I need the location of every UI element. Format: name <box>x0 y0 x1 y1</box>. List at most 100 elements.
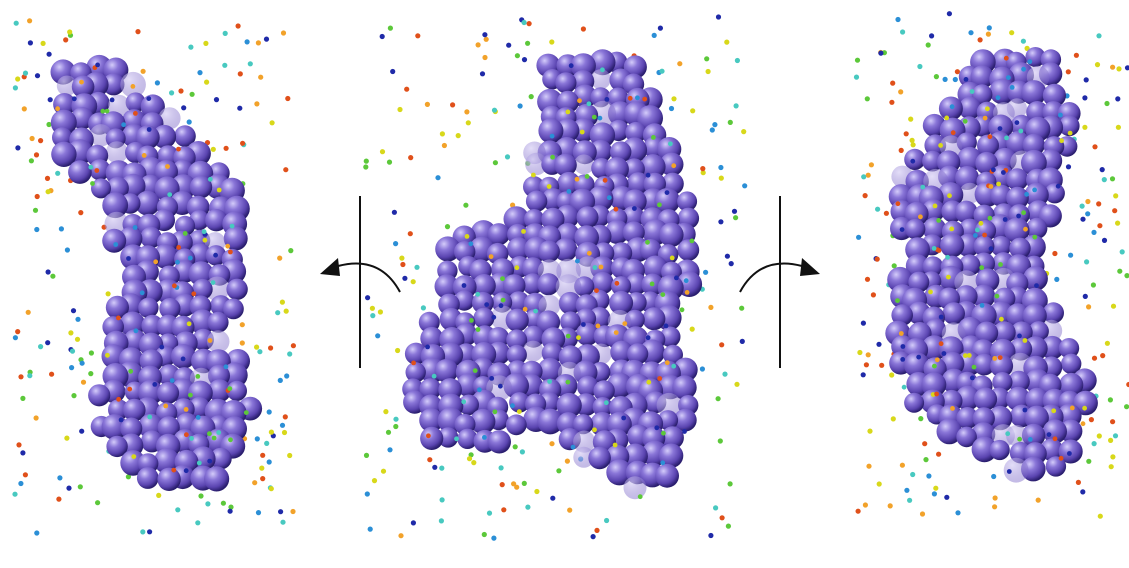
scatter-dot <box>651 32 657 39</box>
scatter-dot <box>363 158 369 164</box>
surface-dot <box>183 407 189 412</box>
scatter-dot <box>703 269 709 275</box>
surface-dot <box>979 265 985 271</box>
purple-sphere <box>908 271 930 293</box>
scatter-dot <box>878 50 884 56</box>
center-panel-model <box>363 14 748 541</box>
scatter-dot <box>414 264 420 270</box>
scatter-dot <box>438 518 444 524</box>
purple-sphere <box>525 190 548 212</box>
scatter-dot <box>67 29 73 35</box>
purple-sphere <box>905 254 930 278</box>
surface-dot <box>969 89 975 94</box>
purple-sphere <box>405 362 426 383</box>
scatter-dot <box>240 140 246 146</box>
scatter-dot <box>227 508 233 514</box>
scatter-dot <box>1096 201 1102 207</box>
surface-dot <box>514 265 520 271</box>
scatter-dot <box>864 96 870 102</box>
scatter-dot <box>22 472 28 478</box>
rotate-right-icon <box>739 262 803 293</box>
scatter-dot <box>1020 38 1026 44</box>
scatter-dot <box>1082 293 1088 299</box>
scatter-dot <box>205 501 211 507</box>
scatter-dot <box>47 97 53 103</box>
surface-dot <box>183 468 189 474</box>
scatter-dot <box>712 122 718 128</box>
scatter-dot <box>468 452 474 458</box>
surface-dot <box>684 290 690 295</box>
scatter-dot <box>66 485 72 491</box>
purple-sphere <box>922 256 944 277</box>
scatter-dot <box>21 106 27 112</box>
purple-sphere <box>956 407 979 429</box>
scatter-dot <box>363 452 370 458</box>
surface-dot <box>489 376 495 381</box>
surface-dot <box>167 192 173 198</box>
purple-sphere <box>677 191 698 212</box>
surface-dot <box>660 292 666 297</box>
purple-sphere <box>1006 168 1029 191</box>
scatter-dot <box>708 532 714 539</box>
surface-dot <box>141 153 147 158</box>
purple-sphere <box>973 353 996 376</box>
surface-dot <box>180 356 186 362</box>
surface-dot <box>934 357 940 363</box>
scatter-dot <box>385 429 392 435</box>
surface-dot <box>671 363 677 369</box>
surface-dot <box>592 265 598 270</box>
surface-dot <box>966 353 972 358</box>
scatter-dot <box>741 129 747 135</box>
scatter-dot <box>481 531 487 538</box>
scatter-dot <box>718 175 724 181</box>
surface-dot <box>637 494 643 500</box>
scatter-dot <box>29 135 35 142</box>
scatter-dot <box>58 226 64 232</box>
surface-dot <box>521 229 526 234</box>
surface-dot <box>105 352 110 358</box>
purple-sphere <box>658 443 684 468</box>
surface-dot <box>566 189 572 194</box>
scatter-dot <box>140 529 146 535</box>
purple-sphere <box>1042 419 1067 444</box>
purple-sphere <box>140 226 162 249</box>
surface-dot <box>895 298 900 303</box>
surface-dot <box>565 379 571 385</box>
purple-sphere <box>954 285 978 308</box>
surface-dot <box>901 384 907 390</box>
purple-sphere <box>153 244 178 269</box>
scatter-dot <box>525 504 531 510</box>
surface-dot <box>147 414 153 420</box>
surface-dot <box>500 297 506 303</box>
surface-dot <box>146 96 152 101</box>
purple-sphere <box>1045 456 1067 477</box>
purple-sphere <box>89 159 111 181</box>
scatter-dot <box>855 508 861 514</box>
purple-sphere <box>987 405 1013 431</box>
purple-sphere <box>1025 387 1049 412</box>
scatter-dot <box>1115 124 1121 130</box>
surface-dot <box>95 62 100 68</box>
scatter-dot <box>420 305 426 311</box>
scatter-dot <box>1104 340 1110 346</box>
scatter-dot <box>479 71 486 77</box>
scatter-dot <box>724 253 731 259</box>
scatter-dot <box>521 19 527 26</box>
surface-dot <box>938 341 944 347</box>
surface-dot <box>595 323 601 329</box>
scatter-dot <box>564 458 571 464</box>
scatter-dot <box>879 362 885 368</box>
scatter-dot <box>203 40 209 47</box>
scatter-dot <box>63 37 69 43</box>
scatter-dot <box>708 304 714 310</box>
surface-dot <box>522 306 528 312</box>
surface-dot <box>1069 405 1075 411</box>
purple-sphere <box>660 426 684 450</box>
surface-dot <box>586 250 592 256</box>
scatter-dot <box>287 452 293 459</box>
purple-sphere <box>105 141 128 164</box>
scatter-dot <box>239 340 245 346</box>
scatter-dot <box>68 330 74 336</box>
scatter-dot <box>471 460 477 466</box>
purple-sphere <box>557 171 581 196</box>
